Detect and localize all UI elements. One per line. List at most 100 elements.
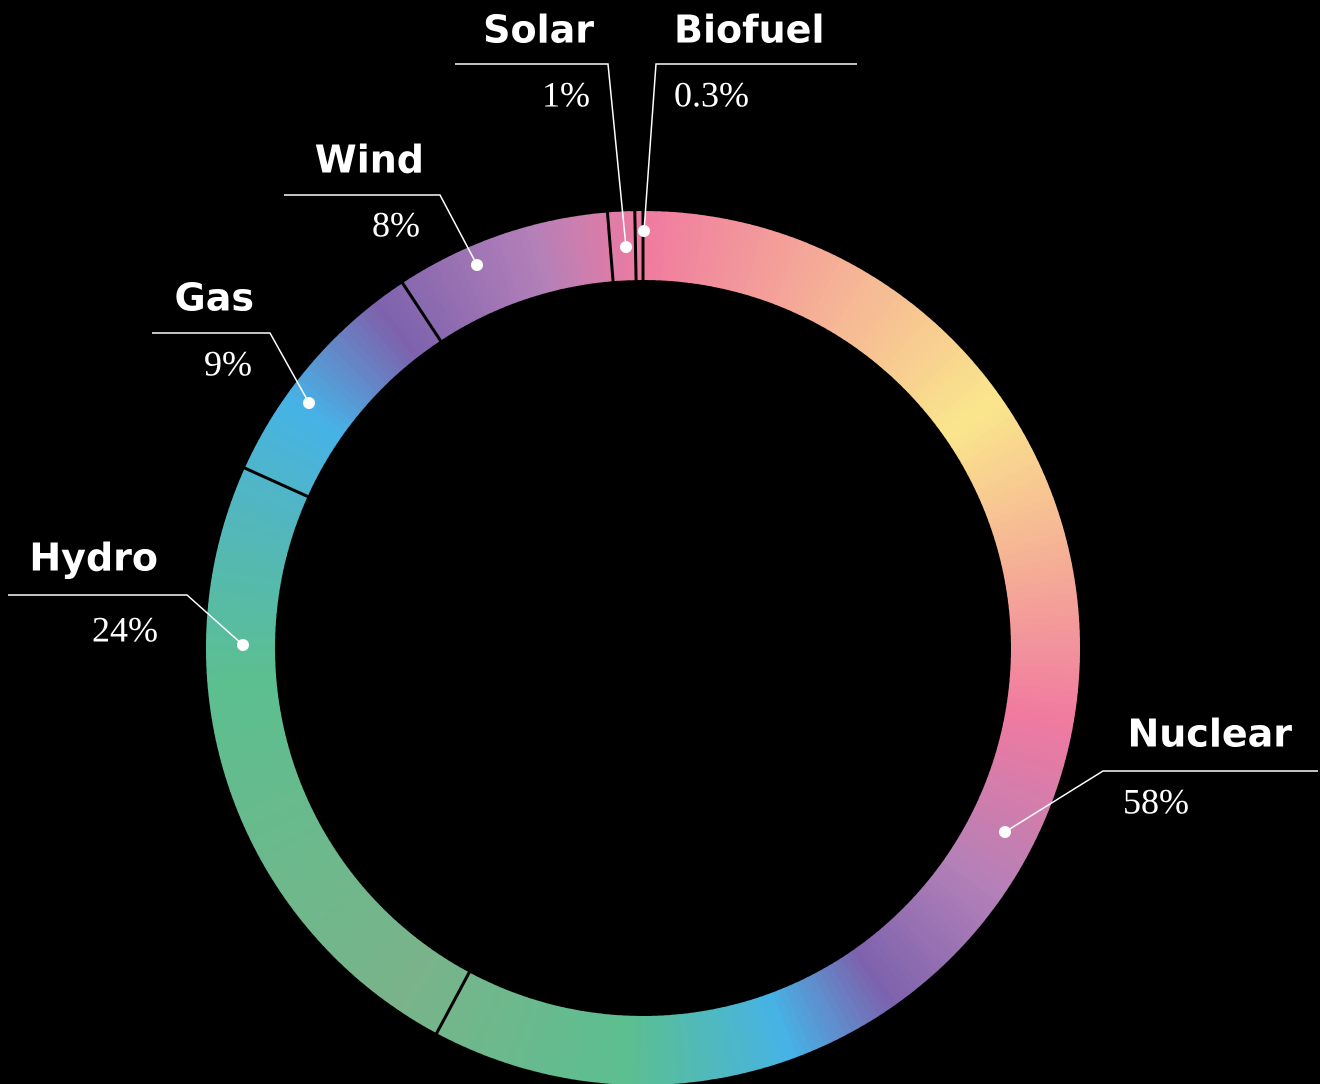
segment-slice	[333, 332, 389, 389]
segment-slice	[584, 213, 603, 284]
segment-slice	[941, 856, 1004, 904]
segment-slice	[441, 974, 481, 1041]
segment-slice	[839, 954, 885, 1018]
segment-slice	[241, 468, 308, 503]
segment-slice	[970, 447, 1036, 487]
segment-slice	[271, 842, 335, 887]
leader-dot	[638, 225, 650, 237]
segment-slice	[599, 212, 614, 282]
segment-slice	[817, 967, 859, 1033]
segment-slice	[321, 897, 379, 952]
segment-slice	[306, 883, 366, 935]
segment-slice	[275, 847, 339, 894]
segment-slice	[774, 239, 809, 308]
segment-slice	[261, 426, 326, 469]
segment-slice	[955, 834, 1020, 879]
segment-slice	[706, 217, 729, 288]
segment-slice	[555, 218, 578, 288]
segment-slice	[434, 259, 476, 325]
segment-slice	[249, 808, 316, 848]
segment-slice	[277, 401, 340, 447]
segment-slice	[349, 317, 403, 376]
segment-slice	[322, 343, 380, 398]
segment-slice	[870, 931, 922, 992]
category-label: Gas	[175, 276, 254, 320]
segment-slice	[989, 765, 1058, 797]
segment-slice	[298, 371, 359, 422]
segment-slice	[719, 220, 744, 290]
segment-slice	[937, 861, 999, 910]
donut-segment	[436, 211, 1080, 1084]
segment-slice	[421, 965, 464, 1030]
segment-slice	[217, 536, 288, 563]
segment-slice	[815, 261, 857, 327]
segment-slice	[868, 302, 919, 363]
segment-slice	[208, 686, 279, 705]
segment-slice	[758, 994, 790, 1063]
segment-slice	[316, 892, 374, 947]
segment-slice	[327, 902, 383, 957]
leader-dot	[303, 397, 315, 409]
segment-slice	[448, 977, 487, 1044]
segment-slice	[455, 249, 493, 316]
segment-slice	[210, 699, 280, 719]
segment-slice	[225, 755, 294, 785]
donut-segment	[244, 283, 441, 497]
donut-segment	[402, 212, 614, 341]
segment-slice	[975, 461, 1043, 499]
segment-slice	[837, 276, 883, 340]
segment-divider	[243, 466, 310, 499]
category-label: Wind	[315, 138, 424, 182]
segment-slice	[206, 648, 276, 659]
segment-slice	[218, 737, 289, 764]
segment-slice	[489, 235, 522, 304]
segment-slice	[511, 998, 541, 1068]
segment-slice	[454, 980, 493, 1047]
segment-slice	[377, 940, 427, 1002]
segment-slice	[878, 312, 931, 371]
segment-slice	[925, 877, 986, 928]
segment-slice	[360, 928, 412, 988]
segment-slice	[831, 272, 876, 337]
segment-slice	[823, 964, 866, 1030]
segment-slice	[365, 932, 417, 992]
leader-line	[152, 332, 310, 404]
segment-slice	[209, 693, 279, 712]
segment-slice	[762, 234, 795, 303]
segment-slice	[415, 961, 459, 1026]
segment-slice	[547, 219, 571, 289]
segment-slice	[683, 1012, 702, 1083]
value-label: 0.3%	[674, 74, 749, 114]
segment-slice	[721, 1005, 747, 1075]
segment-slice	[712, 218, 736, 289]
segment-slice	[919, 360, 979, 412]
segment-slice	[251, 445, 317, 486]
segment-slice	[317, 348, 375, 403]
segment-slice	[906, 343, 964, 398]
segment-slice	[752, 996, 783, 1066]
segment-slice	[959, 829, 1024, 872]
segment-slice	[389, 947, 437, 1010]
segment-slice	[883, 317, 937, 376]
segment-slice	[207, 674, 277, 690]
segment-slice	[902, 338, 958, 393]
segment-slice	[899, 905, 955, 962]
segment-slice	[555, 1008, 578, 1079]
segment-slice	[880, 923, 933, 982]
segment-slice	[256, 819, 322, 861]
segment-slice	[402, 955, 448, 1019]
segment-slice	[344, 322, 398, 380]
segment-slice	[220, 743, 290, 771]
segment-slice	[788, 982, 826, 1050]
segment-slice	[285, 388, 347, 437]
segment-slice	[792, 248, 830, 316]
segment-slice	[229, 767, 298, 800]
segment-slice	[986, 771, 1055, 804]
segment-slice	[247, 452, 314, 491]
category-label: Nuclear	[1127, 712, 1292, 756]
segment-slice	[957, 421, 1022, 465]
value-label: 24%	[92, 609, 158, 649]
segment-slice	[978, 468, 1046, 505]
segment-slice	[800, 977, 839, 1044]
